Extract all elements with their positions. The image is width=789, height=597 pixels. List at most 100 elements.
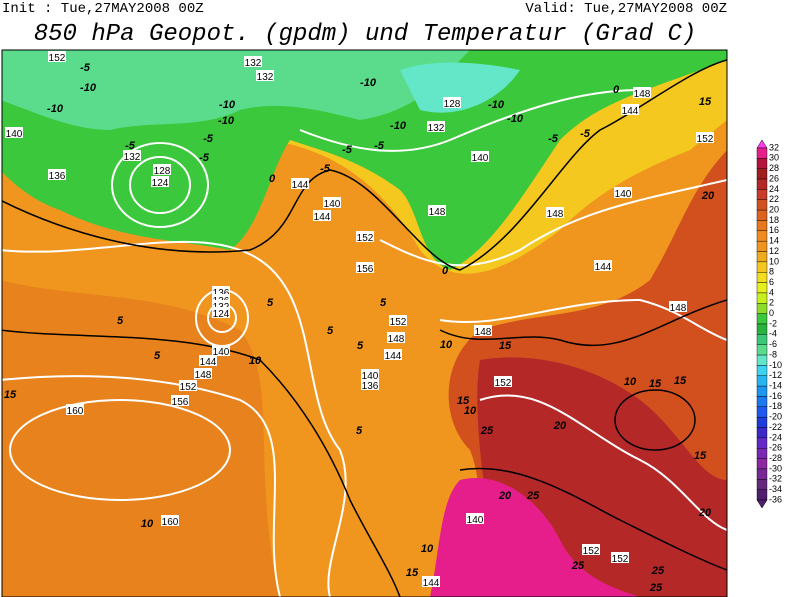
geopotential-label: 128: [444, 99, 461, 110]
geopotential-label: 144: [385, 351, 402, 362]
geopotential-label: 156: [172, 397, 189, 408]
label-box: [669, 301, 687, 312]
geopotential-label: 152: [612, 554, 629, 565]
temperature-label: -5: [125, 140, 136, 152]
colorbar-segment: [756, 489, 768, 501]
label-box: [66, 404, 84, 415]
temperature-label: 5: [356, 425, 363, 437]
temperature-label: 20: [701, 190, 715, 202]
temperature-label: -10: [47, 103, 64, 115]
colorbar-label: 22: [769, 194, 779, 204]
label-box: [387, 332, 405, 343]
temperature-label: -10: [507, 113, 524, 125]
label-box: [427, 121, 445, 132]
geopotential-label: 152: [49, 53, 66, 64]
geopotential-label: 160: [67, 406, 84, 417]
geopotential-label: 152: [495, 378, 512, 389]
colorbar-segment: [756, 147, 768, 159]
colorbar-segment: [756, 396, 768, 408]
temperature-label: 5: [267, 297, 274, 309]
colorbar-segment: [756, 303, 768, 314]
colorbar-segment: [756, 458, 768, 470]
label-box: [696, 132, 714, 143]
colorbar-label: -18: [769, 401, 782, 411]
colorbar-label: 18: [769, 215, 779, 225]
colorbar-label: -2: [769, 318, 777, 328]
geopotential-label: 148: [195, 370, 212, 381]
colorbar-segment: [756, 168, 768, 180]
colorbar-label: -24: [769, 432, 782, 442]
temperature-label: 5: [154, 350, 161, 362]
temperature-label: 15: [694, 450, 707, 462]
geopotential-label: 128: [154, 166, 171, 177]
temperature-label: -5: [203, 133, 214, 145]
temperature-label: 10: [464, 405, 477, 417]
colorbar-segment: [756, 323, 768, 335]
colorbar-segment: [756, 437, 768, 449]
geopotential-label: 132: [245, 58, 262, 69]
colorbar-label: 28: [769, 163, 779, 173]
label-box: [611, 552, 629, 563]
temperature-label: 25: [651, 565, 665, 577]
label-box: [546, 207, 564, 218]
temperature-label: -10: [488, 99, 505, 111]
temperature-label: 5: [327, 325, 334, 337]
colorbar-label: -28: [769, 453, 782, 463]
label-box: [633, 87, 651, 98]
label-box: [123, 150, 141, 161]
temperature-label: -10: [80, 82, 97, 94]
colorbar-segment: [756, 261, 768, 273]
temperature-label: 10: [141, 518, 154, 530]
colorbar-label: -4: [769, 329, 777, 339]
colorbar-label: 6: [769, 277, 774, 287]
temperature-label: 15: [457, 395, 470, 407]
temperature-label: 10: [440, 339, 453, 351]
temperature-label: -5: [320, 163, 331, 175]
geopotential-label: 140: [6, 129, 23, 140]
temperature-label: 25: [480, 425, 494, 437]
colorbar-label: -14: [769, 380, 782, 390]
map: 152 1321321281321401441481521401361321281…: [2, 50, 727, 597]
geopotential-label: 152: [180, 382, 197, 393]
colorbar-segment: [756, 427, 768, 439]
colorbar-segment: [756, 416, 768, 428]
temperature-label: -5: [199, 152, 210, 164]
map-frame: [1, 49, 728, 597]
label-box: [256, 70, 274, 81]
colorbar-label: 2: [769, 298, 774, 308]
colorbar-segment: [756, 334, 768, 345]
colorbar-segment: [756, 313, 768, 325]
label-box: [582, 544, 600, 555]
colorbar-label: -8: [769, 349, 777, 359]
cool-zone: [2, 50, 470, 130]
temperature-label: 5: [357, 340, 364, 352]
colorbar-label: 16: [769, 225, 779, 235]
label-box: [313, 210, 331, 221]
temperature-contours: [2, 59, 727, 597]
colorbar-segment: [756, 199, 768, 211]
colorbar-segment: [756, 375, 768, 387]
temperature-label: 0: [442, 265, 449, 277]
extreme-zone: [430, 478, 640, 597]
temperature-label: 25: [571, 560, 585, 572]
temperature-label: -10: [219, 99, 236, 111]
label-box: [494, 376, 512, 387]
colorbar-segment: [756, 344, 768, 356]
label-box: [212, 300, 230, 311]
colorbar-label: -20: [769, 412, 782, 422]
label-box: [356, 262, 374, 273]
colorbar-label: 24: [769, 184, 779, 194]
geopotential-label: 156: [357, 264, 374, 275]
init-time: Init : Tue,27MAY2008 00Z: [2, 1, 204, 17]
geopotential-label: 144: [622, 106, 639, 117]
label-box: [48, 51, 66, 62]
label-box: [179, 380, 197, 391]
colorbar-label: 32: [769, 142, 779, 152]
temperature-label: 15: [499, 340, 512, 352]
geopotential-label: 144: [595, 262, 612, 273]
colorbar-label: 14: [769, 236, 779, 246]
colorbar-segment: [756, 354, 768, 366]
colorbar-label: -30: [769, 463, 782, 473]
